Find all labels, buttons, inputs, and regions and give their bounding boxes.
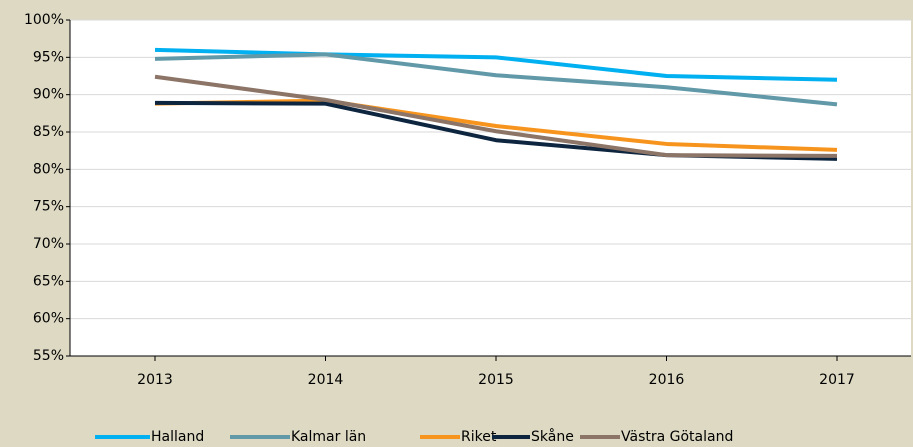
- y-tick-label: 60%: [33, 311, 64, 327]
- legend-label: Västra Götaland: [621, 429, 733, 445]
- x-tick-label: 2015: [478, 372, 514, 388]
- legend-label: Riket: [461, 429, 497, 445]
- y-tick-label: 75%: [33, 199, 64, 215]
- y-tick-label: 100%: [24, 12, 64, 28]
- legend-label: Halland: [151, 429, 204, 445]
- y-tick-label: 85%: [33, 124, 64, 140]
- y-tick-label: 80%: [33, 161, 64, 177]
- x-tick-label: 2016: [649, 372, 685, 388]
- x-tick-label: 2014: [308, 372, 344, 388]
- plot-area: [70, 20, 911, 356]
- series-line: [154, 74, 838, 158]
- y-tick-label: 95%: [33, 49, 64, 65]
- series-line: [154, 47, 838, 82]
- legend-label: Skåne: [531, 428, 574, 445]
- legend-label: Kalmar län: [291, 429, 366, 445]
- y-tick-label: 55%: [33, 348, 64, 364]
- x-tick-label: 2017: [819, 372, 855, 388]
- y-tick-label: 70%: [33, 236, 64, 252]
- series-line: [154, 52, 838, 107]
- x-tick-label: 2013: [137, 372, 173, 388]
- y-tick-label: 65%: [33, 273, 64, 289]
- y-tick-label: 90%: [33, 87, 64, 103]
